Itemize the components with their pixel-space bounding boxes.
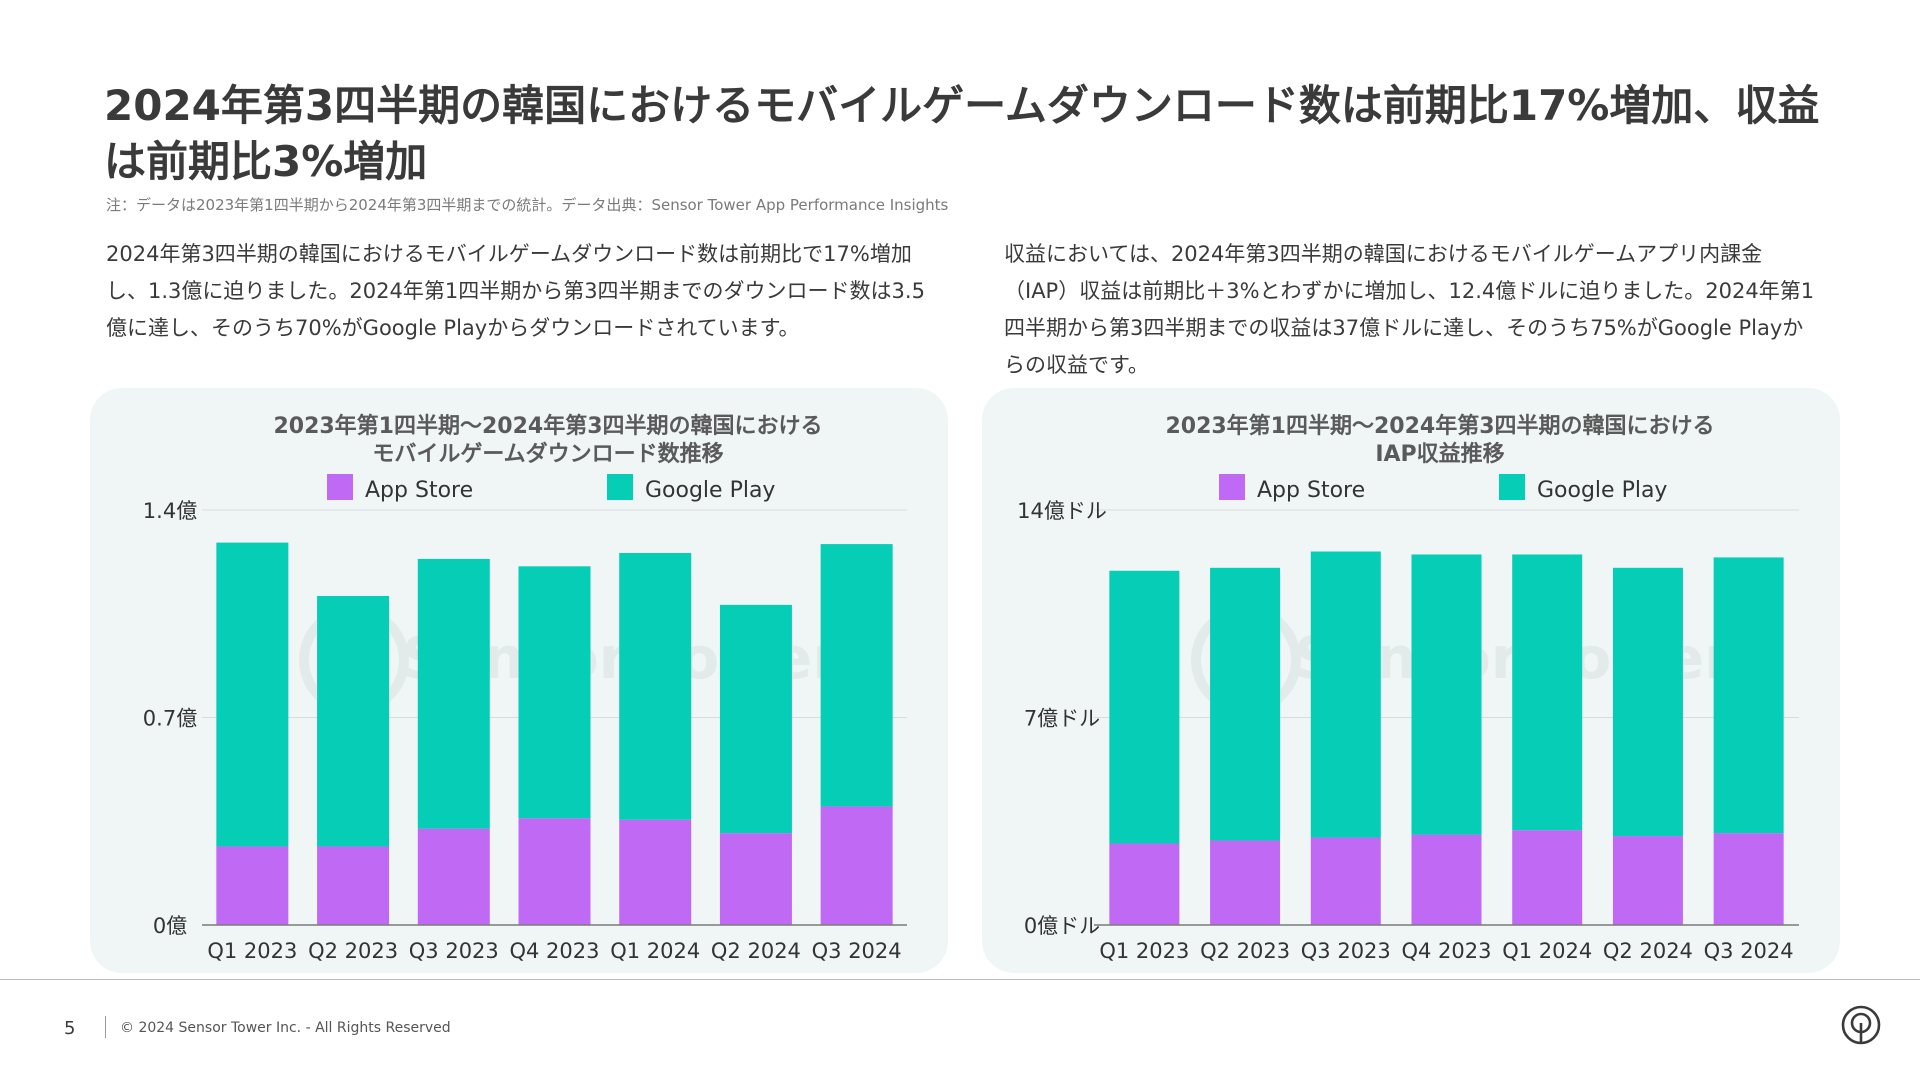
x-tick-label: Q3 2024: [1704, 939, 1794, 963]
legend-label: App Store: [365, 478, 473, 503]
chart-title-line: 2023年第1四半期～2024年第3四半期の韓国における: [273, 413, 822, 439]
bar-google-play: [1210, 567, 1281, 841]
page-title: 2024年第3四半期の韓国におけるモバイルゲームダウンロード数は前期比17%増加…: [104, 81, 1820, 186]
bar-google-play: [619, 552, 692, 820]
y-tick-label: 0億: [153, 914, 187, 938]
footer-divider: [0, 979, 1920, 980]
y-tick-label: 14億ドル: [1017, 499, 1107, 523]
y-tick-label: 7億ドル: [1024, 707, 1100, 731]
chart-title-line: 2023年第1四半期～2024年第3四半期の韓国における: [1165, 413, 1714, 439]
bar-app-store: [1713, 833, 1784, 925]
x-tick-label: Q3 2023: [1301, 939, 1391, 963]
downloads-chart: Sensor Tower2023年第1四半期～2024年第3四半期の韓国における…: [143, 413, 907, 963]
bar-google-play: [1310, 551, 1381, 838]
legend-swatch-google-play: [607, 474, 633, 500]
x-tick-label: Q2 2023: [1200, 939, 1290, 963]
x-tick-label: Q4 2023: [509, 939, 599, 963]
x-tick-label: Q1 2023: [1099, 939, 1189, 963]
bar-google-play: [417, 558, 490, 829]
y-tick-label: 0.7億: [143, 707, 197, 731]
copyright-text: © 2024 Sensor Tower Inc. - All Rights Re…: [120, 1020, 451, 1036]
bar-google-play: [216, 542, 289, 847]
x-tick-label: Q1 2023: [207, 939, 297, 963]
data-source-note: 注：データは2023年第1四半期から2024年第3四半期までの統計。データ出典：…: [106, 196, 949, 214]
downloads-chart-card: Sensor Tower2023年第1四半期～2024年第3四半期の韓国における…: [90, 388, 948, 973]
bar-app-store: [1109, 843, 1180, 925]
sensor-tower-logo-icon: [1841, 1005, 1881, 1045]
bar-google-play: [719, 604, 792, 834]
bar-google-play: [1109, 570, 1180, 844]
bar-app-store: [1411, 834, 1482, 925]
chart-title-line: モバイルゲームダウンロード数推移: [372, 441, 723, 467]
y-tick-label: 1.4億: [143, 499, 197, 523]
legend-swatch-app-store: [327, 474, 353, 500]
legend-label: Google Play: [1537, 478, 1667, 503]
x-tick-label: Q1 2024: [610, 939, 700, 963]
bar-app-store: [1310, 837, 1381, 925]
bar-app-store: [619, 819, 692, 925]
bar-app-store: [518, 818, 591, 925]
bar-app-store: [820, 806, 893, 925]
bar-google-play: [1713, 557, 1784, 834]
bar-google-play: [518, 566, 591, 819]
legend-label: Google Play: [645, 478, 775, 503]
downloads-paragraph: 2024年第3四半期の韓国におけるモバイルゲームダウンロード数は前期比で17%増…: [106, 242, 925, 340]
x-tick-label: Q4 2023: [1401, 939, 1491, 963]
x-tick-label: Q3 2024: [812, 939, 902, 963]
revenue-chart-card: Sensor Tower2023年第1四半期～2024年第3四半期の韓国における…: [982, 388, 1840, 973]
bar-google-play: [317, 595, 390, 847]
revenue-paragraph: 収益においては、2024年第3四半期の韓国におけるモバイルゲームアプリ内課金（I…: [1004, 242, 1815, 377]
bar-app-store: [1210, 840, 1281, 925]
x-tick-label: Q2 2024: [1603, 939, 1693, 963]
bar-google-play: [1411, 554, 1482, 835]
x-tick-label: Q1 2024: [1502, 939, 1592, 963]
x-tick-label: Q2 2024: [711, 939, 801, 963]
bar-app-store: [1512, 830, 1583, 925]
bar-google-play: [1612, 567, 1683, 837]
bar-google-play: [820, 544, 893, 807]
footer-separator: [105, 1016, 106, 1038]
legend-swatch-google-play: [1499, 474, 1525, 500]
bar-app-store: [317, 846, 390, 925]
bar-app-store: [417, 828, 490, 925]
x-tick-label: Q3 2023: [409, 939, 499, 963]
bar-app-store: [719, 833, 792, 925]
bar-google-play: [1512, 554, 1583, 831]
chart-title-line: IAP収益推移: [1375, 441, 1504, 467]
legend-label: App Store: [1257, 478, 1365, 503]
bar-app-store: [216, 846, 289, 925]
revenue-chart: Sensor Tower2023年第1四半期～2024年第3四半期の韓国における…: [1017, 413, 1799, 963]
bar-app-store: [1612, 836, 1683, 925]
x-tick-label: Q2 2023: [308, 939, 398, 963]
y-tick-label: 0億ドル: [1024, 914, 1100, 938]
legend-swatch-app-store: [1219, 474, 1245, 500]
page-number: 5: [64, 1018, 76, 1039]
